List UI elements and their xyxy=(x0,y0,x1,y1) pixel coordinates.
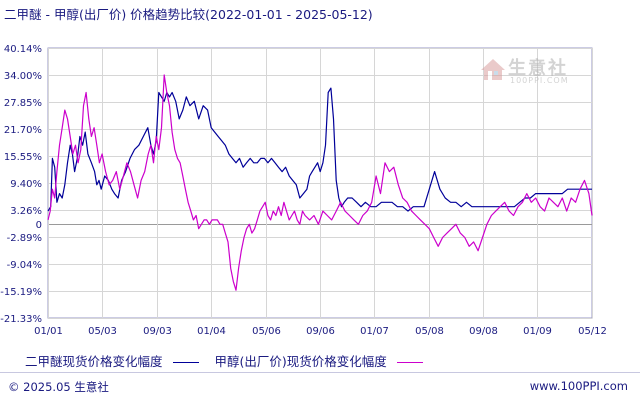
legend-swatch-series2 xyxy=(396,362,423,363)
y-tick-label: -2.89% xyxy=(7,233,42,244)
x-tick-label: 05/06 xyxy=(252,326,281,337)
y-tick-label: 27.85% xyxy=(4,98,42,109)
y-tick-label: -15.19% xyxy=(0,287,42,298)
site-link[interactable]: www.100PPI.com xyxy=(529,379,628,393)
x-tick-label: 09/06 xyxy=(306,326,335,337)
house-icon xyxy=(481,59,505,80)
y-tick-label: -21.33% xyxy=(0,314,42,325)
legend-label-series1: 二甲醚现货价格变化幅度 xyxy=(25,354,163,369)
watermark-name: 生意社 xyxy=(508,58,568,79)
y-tick-label: -9.04% xyxy=(7,260,42,271)
watermark-sub: 100PPI.COM xyxy=(510,76,569,85)
y-tick-label: 3.26% xyxy=(10,206,42,217)
y-tick-label: 0 xyxy=(36,220,42,231)
chart-title: 二甲醚 - 甲醇(出厂价) 价格趋势比较(2022-01-01 - 2025-0… xyxy=(4,7,373,22)
y-tick-label: 34.00% xyxy=(4,71,42,82)
legend-label-series2: 甲醇(出厂价)现货价格变化幅度 xyxy=(214,354,387,369)
x-tick-label: 01/04 xyxy=(197,326,226,337)
y-tick-label: 21.70% xyxy=(4,125,42,136)
watermark-logo: 生意社 100PPI.COM xyxy=(478,52,588,92)
x-tick-label: 01/09 xyxy=(523,326,552,337)
legend-swatch-series1 xyxy=(172,362,199,363)
y-tick-label: 9.40% xyxy=(10,179,42,190)
x-tick-label: 05/12 xyxy=(578,326,607,337)
series-line-methanol xyxy=(47,74,593,291)
x-tick-label: 05/03 xyxy=(88,326,117,337)
footer-divider xyxy=(0,372,640,373)
y-tick-label: 15.55% xyxy=(4,152,42,163)
legend: 二甲醚现货价格变化幅度 甲醇(出厂价)现货价格变化幅度 xyxy=(25,351,429,370)
x-tick-label: 09/03 xyxy=(143,326,172,337)
x-tick-label: 01/07 xyxy=(360,326,389,337)
copyright-text: © 2025.05 生意社 xyxy=(8,380,109,394)
y-tick-label: 40.14% xyxy=(4,44,42,55)
series-line-dme xyxy=(47,87,592,212)
x-tick-label: 09/08 xyxy=(469,326,498,337)
x-tick-label: 05/08 xyxy=(415,326,444,337)
x-tick-label: 01/01 xyxy=(34,326,63,337)
